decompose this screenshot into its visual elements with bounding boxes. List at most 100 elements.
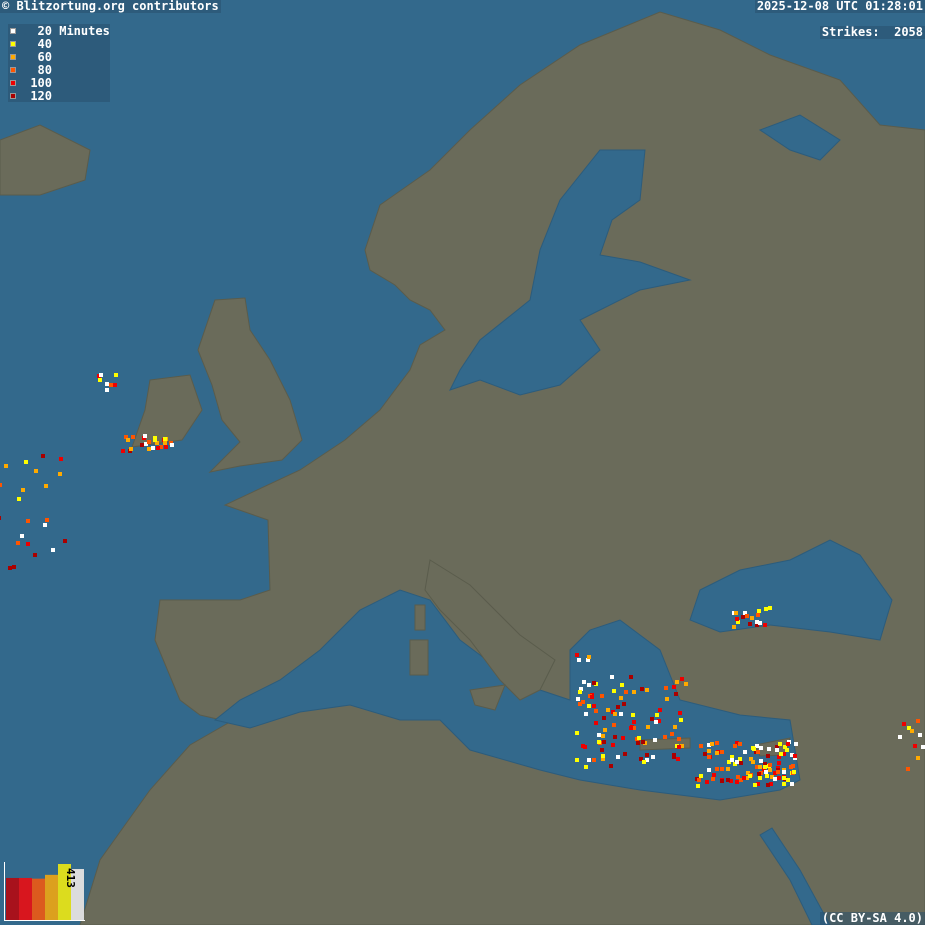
timestamp: 2025-12-08 UTC 01:28:01 <box>754 0 925 13</box>
strike-marker <box>155 441 159 445</box>
legend-item: 20 Minutes <box>8 24 110 38</box>
strike-marker <box>715 767 719 771</box>
strike-marker <box>726 767 730 771</box>
strike-marker <box>703 752 707 756</box>
strike-marker <box>743 750 747 754</box>
strike-marker <box>51 548 55 552</box>
strike-marker <box>124 435 128 439</box>
strike-marker <box>707 743 711 747</box>
strike-marker <box>587 683 591 687</box>
strike-marker <box>677 745 681 749</box>
strike-marker <box>756 613 760 617</box>
license-text: (CC BY-SA 4.0) <box>819 911 925 925</box>
strike-marker <box>742 776 746 780</box>
strike-marker <box>601 754 605 758</box>
strike-marker <box>609 764 613 768</box>
strike-marker <box>739 778 743 782</box>
strike-marker <box>575 731 579 735</box>
strike-marker <box>600 694 604 698</box>
strike-marker <box>33 553 37 557</box>
strike-marker <box>654 720 658 724</box>
strike-marker <box>748 622 752 626</box>
strike-marker <box>782 752 786 756</box>
strike-marker <box>597 740 601 744</box>
strike-marker <box>777 776 781 780</box>
strike-marker <box>113 383 117 387</box>
land-ireland <box>131 374 203 448</box>
strike-marker <box>677 737 681 741</box>
strike-marker <box>663 735 667 739</box>
strike-marker <box>582 680 586 684</box>
strike-marker <box>610 675 614 679</box>
sea-red <box>759 827 831 925</box>
strike-marker <box>749 757 753 761</box>
strike-marker <box>613 712 617 716</box>
strike-marker <box>576 697 580 701</box>
strike-marker <box>592 681 596 685</box>
strike-marker <box>24 460 28 464</box>
strike-marker <box>631 713 635 717</box>
strike-marker <box>650 717 654 721</box>
strike-marker <box>727 760 731 764</box>
strike-marker <box>720 767 724 771</box>
strike-marker <box>34 469 38 473</box>
sea-white <box>758 114 841 161</box>
histogram-bar <box>71 869 84 920</box>
strike-marker <box>696 784 700 788</box>
strike-counter: Strikes: 2058 <box>819 26 925 39</box>
strike-marker <box>17 497 21 501</box>
strike-marker <box>756 750 760 754</box>
strike-marker <box>786 778 790 782</box>
strike-marker <box>646 725 650 729</box>
strike-marker <box>26 542 30 546</box>
strike-marker <box>164 445 168 449</box>
strike-marker <box>645 688 649 692</box>
strike-marker <box>151 446 155 450</box>
strike-marker <box>711 777 715 781</box>
land-sardinia <box>409 639 429 676</box>
strike-marker <box>603 728 607 732</box>
strike-marker <box>126 438 130 442</box>
strike-marker <box>601 734 605 738</box>
strike-marker <box>578 690 582 694</box>
strike-marker <box>105 388 109 392</box>
strike-marker <box>773 777 777 781</box>
legend-value: 120 <box>30 88 52 103</box>
strike-marker <box>783 745 787 749</box>
strike-marker <box>916 719 920 723</box>
strike-marker <box>790 782 794 786</box>
strike-marker <box>736 620 740 624</box>
strike-marker <box>775 748 779 752</box>
strike-marker <box>58 472 62 476</box>
strike-marker <box>769 782 773 786</box>
strike-marker <box>594 709 598 713</box>
strike-marker <box>613 735 617 739</box>
strike-marker <box>640 687 644 691</box>
strike-marker <box>755 744 759 748</box>
strike-marker <box>705 780 709 784</box>
strike-marker <box>4 464 8 468</box>
strike-marker <box>156 446 160 450</box>
strike-marker <box>642 760 646 764</box>
strike-marker <box>758 621 762 625</box>
strike-marker <box>765 774 769 778</box>
strike-marker <box>63 539 67 543</box>
strike-marker <box>752 747 756 751</box>
sea-black <box>689 539 893 641</box>
strike-marker <box>587 758 591 762</box>
strike-marker <box>629 726 633 730</box>
strike-marker <box>735 617 739 621</box>
legend-value: 80 <box>37 62 52 77</box>
land-great-britain <box>197 297 303 473</box>
strike-marker <box>729 779 733 783</box>
strike-marker <box>105 382 109 386</box>
strike-marker <box>637 736 641 740</box>
strike-marker <box>741 615 745 619</box>
strike-marker <box>641 740 645 744</box>
strike-marker <box>699 744 703 748</box>
age-legend: 20 Minutes 40 60 80 100 120 <box>8 24 110 103</box>
strike-marker <box>763 765 767 769</box>
land-italy <box>424 559 556 701</box>
strike-marker <box>679 718 683 722</box>
